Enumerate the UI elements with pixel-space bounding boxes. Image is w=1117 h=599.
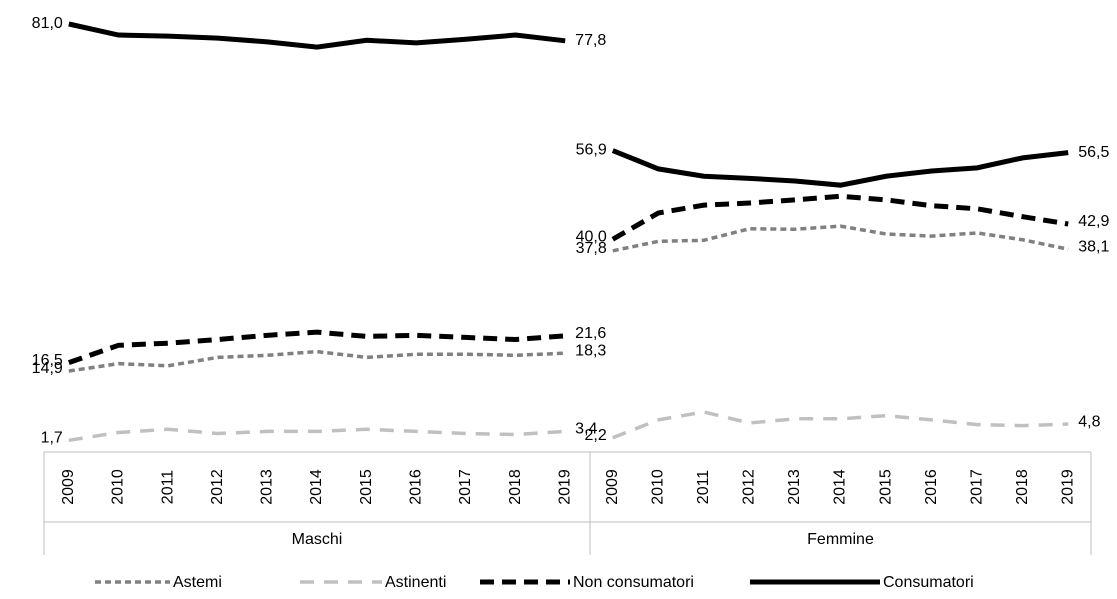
data-label: 14,9 xyxy=(32,360,63,377)
x-tick-label: 2017 xyxy=(457,469,474,505)
x-tick-label: 2015 xyxy=(358,469,375,505)
data-label: 4,8 xyxy=(1078,413,1100,430)
x-tick-label: 2014 xyxy=(308,469,325,505)
data-label: 40,0 xyxy=(576,228,607,245)
legend-label: Non consumatori xyxy=(573,574,694,591)
series-line xyxy=(68,21,566,50)
x-tick-label: 2017 xyxy=(968,469,985,505)
legend-label: Astinenti xyxy=(385,574,446,591)
x-tick-label: 2010 xyxy=(650,469,667,505)
data-label: 56,9 xyxy=(576,142,607,159)
data-label: 38,1 xyxy=(1078,238,1109,255)
series-line xyxy=(612,410,1069,440)
series-line xyxy=(68,349,566,373)
series-line xyxy=(612,224,1069,253)
x-tick-label: 2011 xyxy=(159,470,176,505)
x-tick-label: 2019 xyxy=(556,469,573,505)
data-label: 1,7 xyxy=(41,430,63,447)
data-label: 16,5 xyxy=(32,352,63,369)
x-tick-label: 2013 xyxy=(259,469,276,505)
x-tick-label: 2016 xyxy=(407,469,424,505)
x-tick-label: 2010 xyxy=(110,469,127,505)
data-label: 42,9 xyxy=(1078,213,1109,230)
x-tick-label: 2012 xyxy=(741,469,758,505)
series-line xyxy=(67,329,566,365)
x-tick-label: 2014 xyxy=(832,469,849,505)
x-tick-label: 2009 xyxy=(604,469,621,505)
group-label: Femmine xyxy=(807,531,874,548)
data-label: 2,2 xyxy=(585,427,607,444)
data-label: 3,4 xyxy=(575,421,597,438)
legend-label: Consumatori xyxy=(883,574,974,591)
data-label: 18,3 xyxy=(575,342,606,359)
x-tick-label: 2019 xyxy=(1059,469,1076,505)
x-tick-label: 2018 xyxy=(1014,469,1031,505)
series-line xyxy=(611,148,1069,188)
data-label: 37,8 xyxy=(576,240,607,257)
x-tick-label: 2015 xyxy=(877,469,894,505)
x-tick-label: 2018 xyxy=(507,469,524,505)
data-label: 56,5 xyxy=(1078,144,1109,161)
data-label: 77,8 xyxy=(575,32,606,49)
series-line xyxy=(611,193,1069,242)
x-tick-label: 2011 xyxy=(695,470,712,505)
x-tick-label: 2013 xyxy=(786,469,803,505)
series-line xyxy=(68,427,566,443)
data-label: 81,0 xyxy=(32,15,63,32)
x-tick-label: 2016 xyxy=(923,469,940,505)
group-label: Maschi xyxy=(292,531,343,548)
x-tick-label: 2009 xyxy=(60,469,77,505)
legend-label: Astemi xyxy=(173,574,222,591)
data-label: 21,6 xyxy=(575,325,606,342)
x-tick-label: 2012 xyxy=(209,469,226,505)
